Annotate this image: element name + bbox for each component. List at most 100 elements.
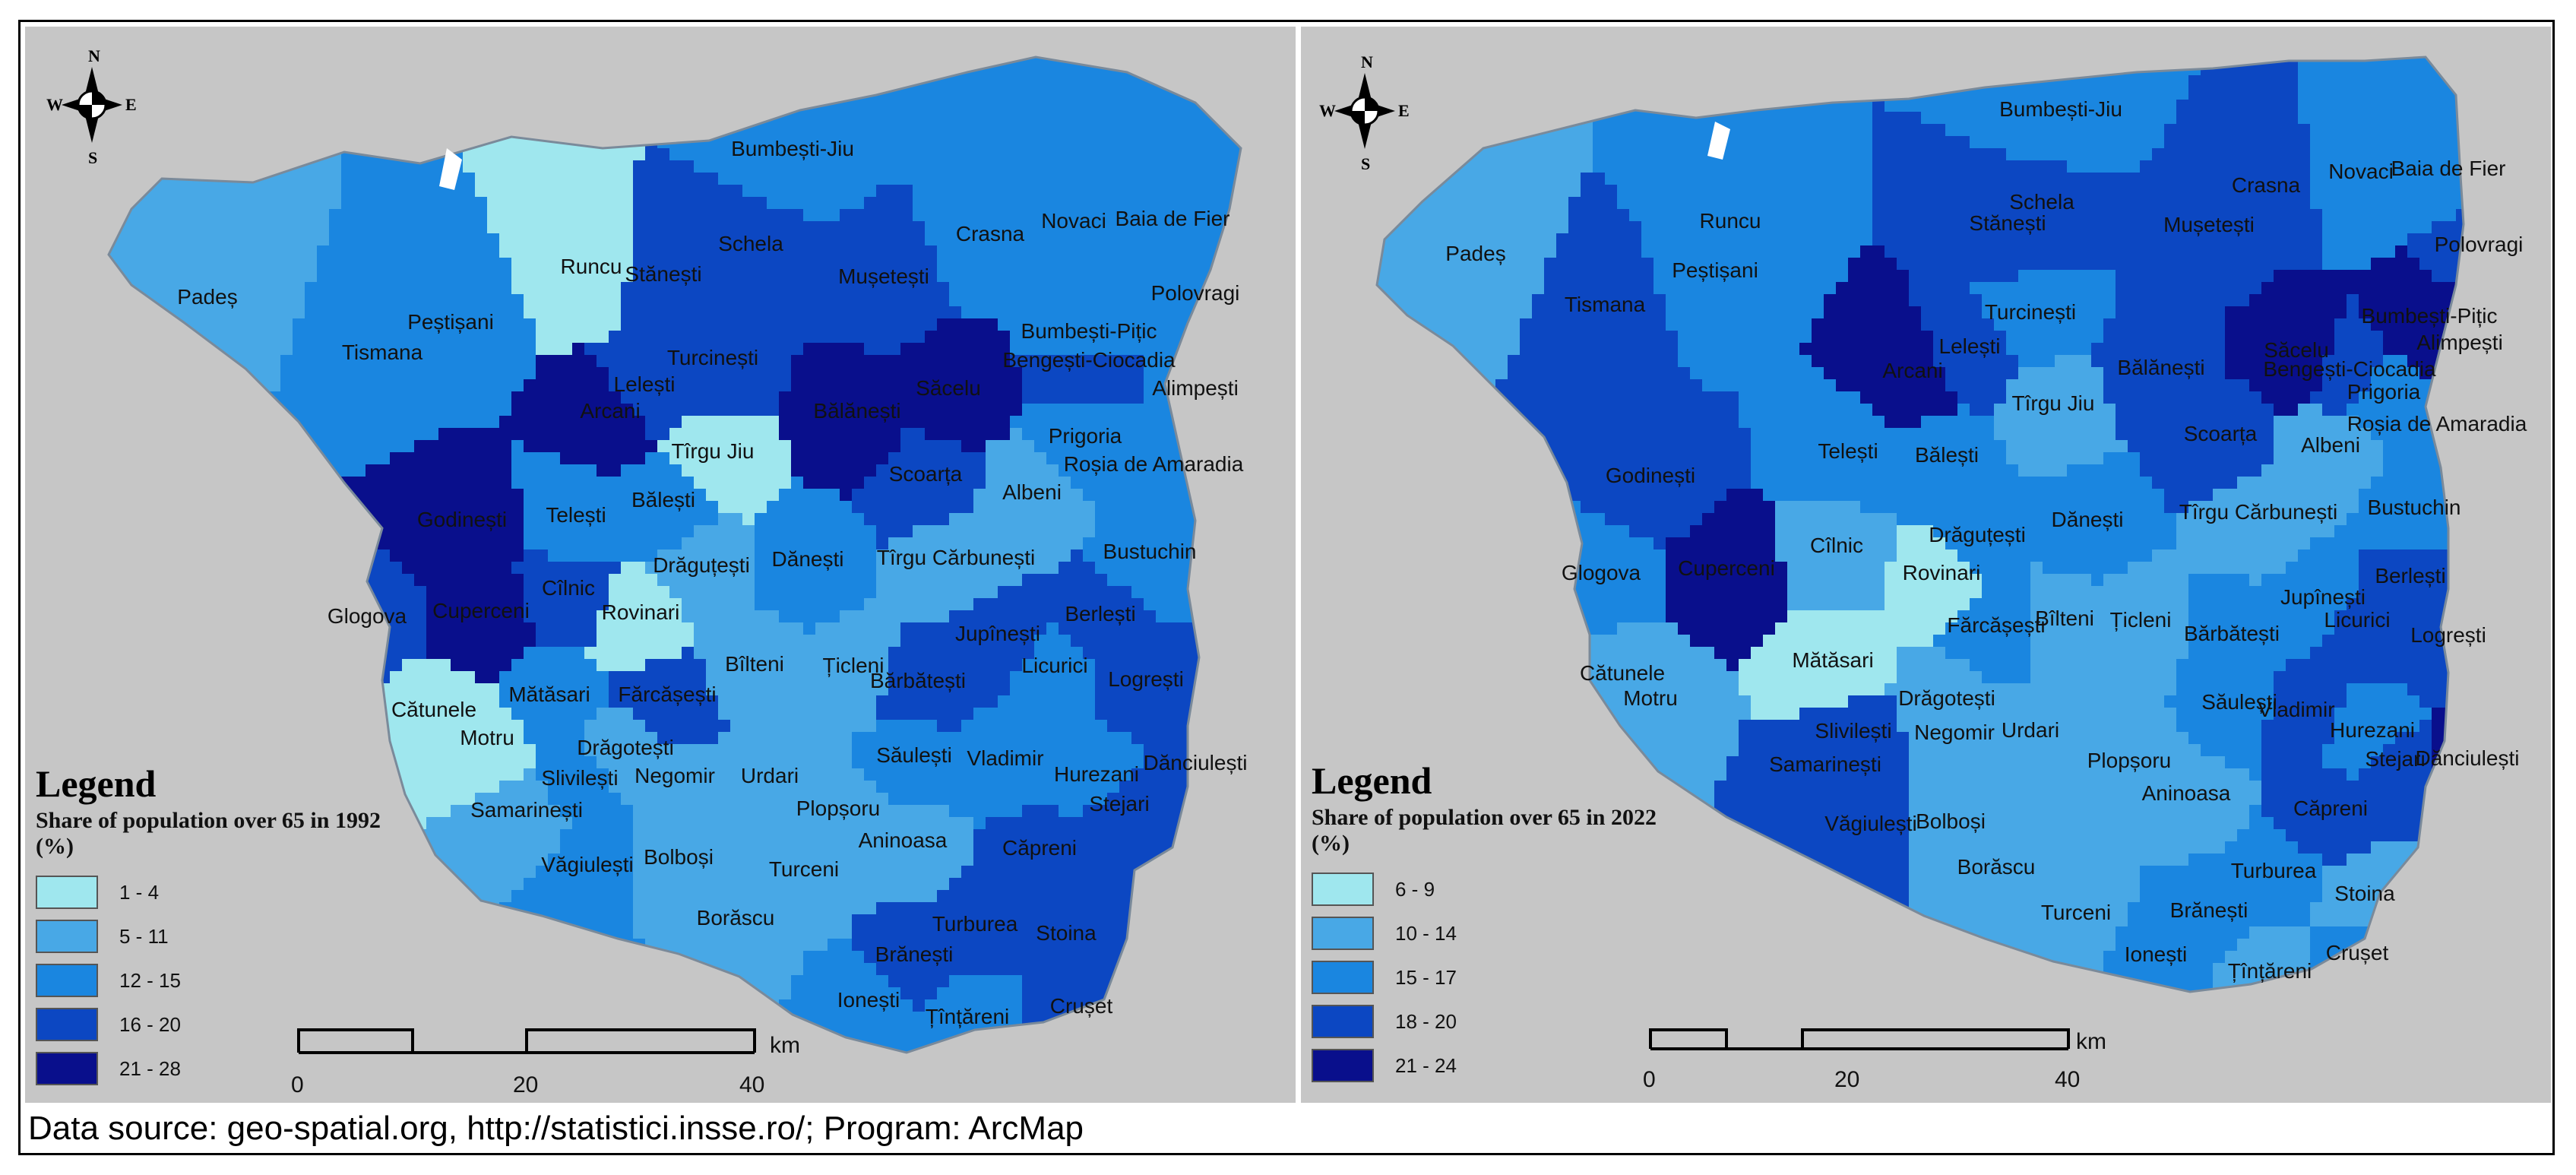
- municipality-cell: [742, 160, 755, 173]
- municipality-cell: [487, 245, 500, 258]
- municipality-cell: [621, 245, 634, 258]
- municipality-cell: [475, 270, 488, 283]
- municipality-cell: [159, 489, 172, 502]
- municipality-cell: [1059, 586, 1071, 599]
- municipality-cell: [220, 489, 233, 502]
- municipality-cell: [1168, 270, 1181, 283]
- municipality-cell: [828, 258, 840, 271]
- municipality-cell: [183, 75, 196, 88]
- municipality-cell: [317, 501, 330, 514]
- municipality-cell: [1265, 464, 1278, 477]
- municipality-cell: [414, 391, 427, 404]
- municipality-cell: [1107, 197, 1120, 210]
- municipality-cell: [268, 63, 281, 76]
- municipality-cell: [1022, 160, 1035, 173]
- municipality-cell: [329, 197, 342, 210]
- municipality-cell: [1265, 258, 1278, 271]
- municipality-cell: [937, 185, 950, 198]
- municipality-cell: [755, 562, 767, 575]
- municipality-cell: [195, 221, 208, 234]
- municipality-cell: [694, 501, 707, 514]
- municipality-cell: [1168, 513, 1181, 526]
- municipality-cell: [524, 185, 536, 198]
- municipality-cell: [767, 185, 780, 198]
- municipality-cell: [378, 75, 391, 88]
- municipality-cell: [305, 112, 318, 125]
- municipality-cell: [548, 464, 561, 477]
- municipality-cell: [1095, 477, 1108, 489]
- municipality-cell: [511, 343, 524, 356]
- municipality-cell: [597, 148, 609, 161]
- municipality-cell: [998, 464, 1011, 477]
- municipality-cell: [1265, 549, 1278, 562]
- municipality-cell: [378, 136, 391, 149]
- municipality-cell: [669, 75, 682, 88]
- municipality-cell: [742, 501, 755, 514]
- municipality-cell: [511, 87, 524, 100]
- municipality-cell: [998, 148, 1011, 161]
- municipality-cell: [499, 148, 512, 161]
- municipality-cell: [244, 197, 257, 210]
- municipality-cell: [171, 57, 184, 64]
- municipality-cell: [1059, 87, 1071, 100]
- municipality-cell: [110, 343, 123, 356]
- municipality-cell: [195, 160, 208, 173]
- municipality-cell: [1119, 574, 1132, 587]
- municipality-cell: [475, 440, 488, 453]
- municipality-cell: [1204, 574, 1217, 587]
- municipality-cell: [74, 318, 87, 331]
- municipality-cell: [402, 185, 415, 198]
- municipality-cell: [645, 185, 658, 198]
- municipality-cell: [293, 39, 305, 52]
- municipality-cell: [852, 513, 865, 526]
- municipality-cell: [353, 136, 366, 149]
- municipality-cell: [609, 428, 622, 441]
- municipality-cell: [1290, 100, 1296, 112]
- municipality-cell: [876, 464, 889, 477]
- municipality-cell: [122, 440, 135, 453]
- municipality-cell: [499, 367, 512, 380]
- municipality-cell: [487, 428, 500, 441]
- municipality-cell: [147, 355, 160, 368]
- municipality-cell: [633, 537, 646, 550]
- municipality-cell: [438, 63, 451, 76]
- municipality-cell: [1095, 391, 1108, 404]
- municipality-cell: [706, 525, 719, 538]
- municipality-cell: [998, 525, 1011, 538]
- municipality-cell: [25, 452, 38, 465]
- municipality-cell: [1119, 39, 1132, 52]
- municipality-cell: [864, 173, 877, 185]
- municipality-cell: [268, 185, 281, 198]
- municipality-cell: [232, 513, 245, 526]
- municipality-cell: [1034, 282, 1047, 295]
- municipality-cell: [110, 562, 123, 575]
- municipality-cell: [74, 525, 87, 538]
- municipality-cell: [828, 112, 840, 125]
- municipality-cell: [645, 294, 658, 307]
- municipality-cell: [244, 513, 257, 526]
- municipality-cell: [633, 306, 646, 319]
- municipality-cell: [669, 87, 682, 100]
- municipality-cell: [159, 598, 172, 611]
- municipality-cell: [195, 537, 208, 550]
- municipality-cell: [609, 245, 622, 258]
- municipality-cell: [171, 404, 184, 416]
- municipality-cell: [244, 549, 257, 562]
- municipality-cell: [280, 197, 293, 210]
- municipality-cell: [37, 404, 50, 416]
- municipality-cell: [1253, 209, 1266, 222]
- municipality-cell: [633, 294, 646, 307]
- municipality-cell: [1131, 39, 1144, 52]
- municipality-cell: [134, 464, 147, 477]
- municipality-cell: [232, 562, 245, 575]
- municipality-cell: [159, 160, 172, 173]
- municipality-cell: [110, 306, 123, 319]
- municipality-cell: [803, 343, 816, 356]
- municipality-cell: [378, 233, 391, 246]
- municipality-cell: [864, 124, 877, 137]
- municipality-cell: [195, 574, 208, 587]
- municipality-cell: [524, 294, 536, 307]
- municipality-cell: [402, 112, 415, 125]
- municipality-cell: [1119, 27, 1132, 40]
- municipality-cell: [961, 501, 974, 514]
